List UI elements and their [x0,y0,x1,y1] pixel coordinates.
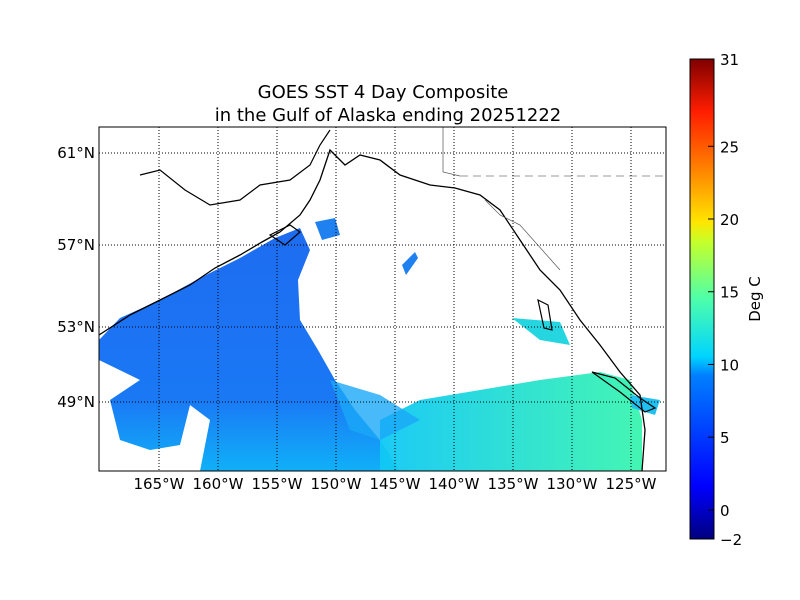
colorbar-tick-label: 20 [720,211,739,229]
colorbar-tick-label: 31 [720,51,739,69]
map-frame [98,126,667,472]
border-line [442,127,561,271]
x-tick-label: 125°W [606,475,657,493]
coastline-alaska [99,148,646,471]
x-tick-label: 165°W [134,475,185,493]
colorbar-tick-label: 15 [720,284,739,302]
x-tick-label: 135°W [488,475,539,493]
colorbar-label: Deg C [746,276,764,322]
sst-speck [402,252,418,275]
sst-region-west [99,228,400,471]
y-tick-label: 49°N [57,393,95,411]
x-tick-label: 130°W [547,475,598,493]
colorbar-tick-label: 25 [720,138,739,156]
y-tick-label: 61°N [57,144,95,162]
sst-patch-north [315,218,340,240]
sst-region-southeast [380,372,642,471]
x-tick-label: 155°W [252,475,303,493]
x-tick-label: 150°W [311,475,362,493]
y-tick-labels: 61°N 57°N 53°N 49°N [57,144,95,411]
sst-patch-fjord [630,395,660,415]
chart-title-line1: GOES SST 4 Day Composite [258,82,509,103]
sst-patch-coastal [512,318,570,345]
y-tick-label: 57°N [57,236,95,254]
colorbar-tick-label: 0 [720,502,730,520]
chart-title-line2: in the Gulf of Alaska ending 20251222 [215,105,562,126]
island-vancouver [591,371,657,413]
island-haida-gwaii [537,298,553,331]
colorbar-tick-label: −2 [720,531,742,549]
colorbar [689,58,715,540]
y-tick-label: 53°N [57,318,95,336]
colorbar-tick-label: 10 [720,356,739,374]
colorbar-ticks: 31 25 20 15 10 5 0 −2 [708,51,742,549]
x-tick-label: 145°W [370,475,421,493]
map-area [99,127,666,471]
colorbar-tick-label: 5 [720,429,730,447]
x-tick-label: 140°W [429,475,480,493]
island-kodiak [268,224,301,246]
sst-region-south-scatter [330,380,420,440]
x-tick-label: 160°W [193,475,244,493]
graticule [99,127,666,471]
coastline-alaska-north [139,129,331,206]
x-tick-labels: 165°W 160°W 155°W 150°W 145°W 140°W 135°… [134,475,657,493]
